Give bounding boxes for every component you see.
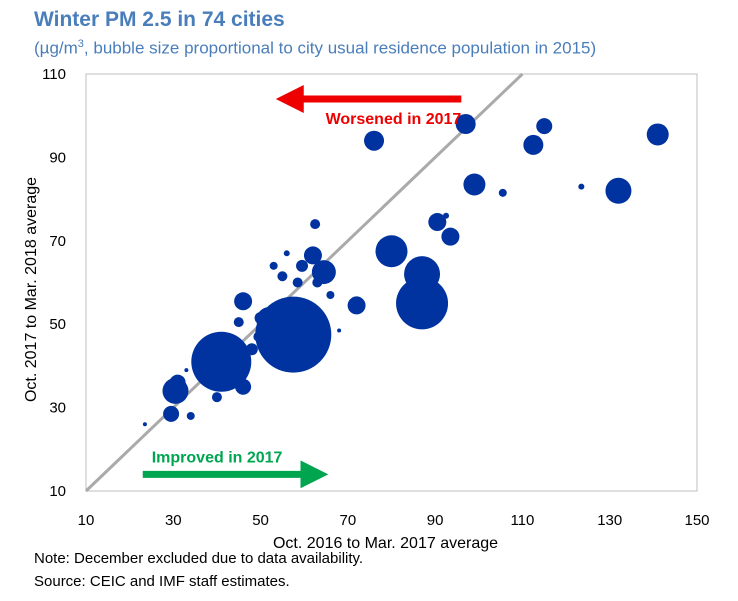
city-bubble [463,173,486,196]
city-bubble [245,343,258,356]
y-tick-label: 70 [49,233,66,250]
city-bubble [441,227,460,246]
city-bubble [277,271,288,282]
note-text: Note: December excluded due to data avai… [34,550,364,567]
y-tick-label: 110 [42,66,66,83]
y-tick-label: 50 [49,316,66,333]
city-bubble [254,311,267,324]
city-bubble [443,212,450,219]
x-tick-label: 150 [684,512,709,529]
city-bubble [646,123,669,146]
city-bubble [169,374,186,391]
city-bubble [536,118,553,135]
city-bubble [455,114,476,135]
city-bubble [292,277,303,288]
x-tick-label: 70 [340,512,357,529]
x-tick-label: 10 [78,512,95,529]
city-bubble [364,130,385,151]
city-bubble [498,188,507,197]
city-bubble [163,405,180,422]
subtitle-superscript: 3 [77,38,84,50]
bubbles [142,114,669,427]
x-axis-title: Oct. 2016 to Mar. 2017 average [273,535,498,552]
y-tick-label: 90 [49,149,66,166]
city-bubble [337,328,342,333]
improved-label: Improved in 2017 [152,449,283,466]
city-bubble [523,134,544,155]
city-bubble [578,183,585,190]
worsened-label: Worsened in 2017 [326,111,462,128]
city-bubble [310,219,321,230]
city-bubble [296,259,309,272]
city-bubble [218,337,243,362]
subtitle-prefix: (µg/m [34,38,78,58]
equality-line [84,72,524,493]
city-bubble [428,213,447,232]
city-bubble [233,317,244,328]
city-bubble [184,368,189,373]
x-tick-label: 30 [165,512,182,529]
city-bubble [283,250,290,257]
subtitle-suffix: , bubble size proportional to city usual… [83,38,597,58]
city-bubble [396,277,449,330]
city-bubble [211,392,222,403]
city-bubble [253,331,264,342]
y-tick-label: 10 [49,483,66,500]
chart-title: Winter PM 2.5 in 74 cities [34,8,285,31]
y-axis-title: Oct. 2017 to Mar. 2018 average [23,177,40,402]
city-bubble [269,261,278,270]
x-tick-label: 130 [597,512,622,529]
city-bubble [235,378,252,395]
city-bubble [326,291,335,300]
y-tick-label: 30 [49,400,66,417]
city-bubble [312,277,323,288]
x-axis-ticks: 10 30 50 70 90 110 130 150 [78,512,710,529]
city-bubble [186,411,195,420]
plot-area [85,73,698,492]
x-tick-label: 110 [510,512,534,529]
city-bubble [303,246,322,265]
city-bubble [375,235,408,268]
city-bubble [605,177,632,204]
annotations: Worsened in 2017 Improved in 2017 [142,85,462,489]
y-axis-ticks: 10 30 50 70 90 110 [42,66,66,500]
chart-subtitle: (µg/m3, bubble size proportional to city… [34,38,596,59]
city-bubble [142,422,147,427]
city-bubble [347,296,366,315]
city-bubble [234,292,253,311]
city-bubble [404,256,441,293]
x-tick-label: 50 [252,512,269,529]
x-tick-label: 90 [427,512,444,529]
source-text: Source: CEIC and IMF staff estimates. [34,573,290,590]
